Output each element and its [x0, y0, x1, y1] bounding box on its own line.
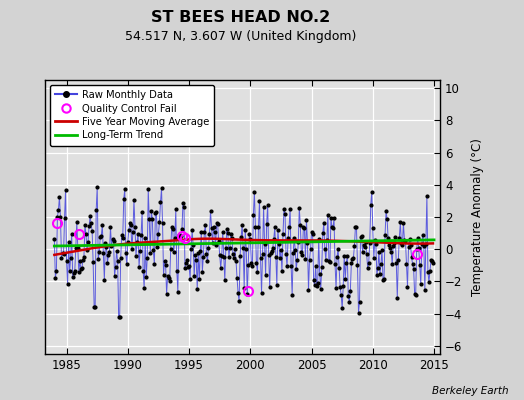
Text: Berkeley Earth: Berkeley Earth — [432, 386, 508, 396]
Text: 54.517 N, 3.607 W (United Kingdom): 54.517 N, 3.607 W (United Kingdom) — [125, 30, 357, 43]
Legend: Raw Monthly Data, Quality Control Fail, Five Year Moving Average, Long-Term Tren: Raw Monthly Data, Quality Control Fail, … — [50, 85, 214, 146]
Y-axis label: Temperature Anomaly (°C): Temperature Anomaly (°C) — [471, 138, 484, 296]
Text: ST BEES HEAD NO.2: ST BEES HEAD NO.2 — [151, 10, 331, 25]
